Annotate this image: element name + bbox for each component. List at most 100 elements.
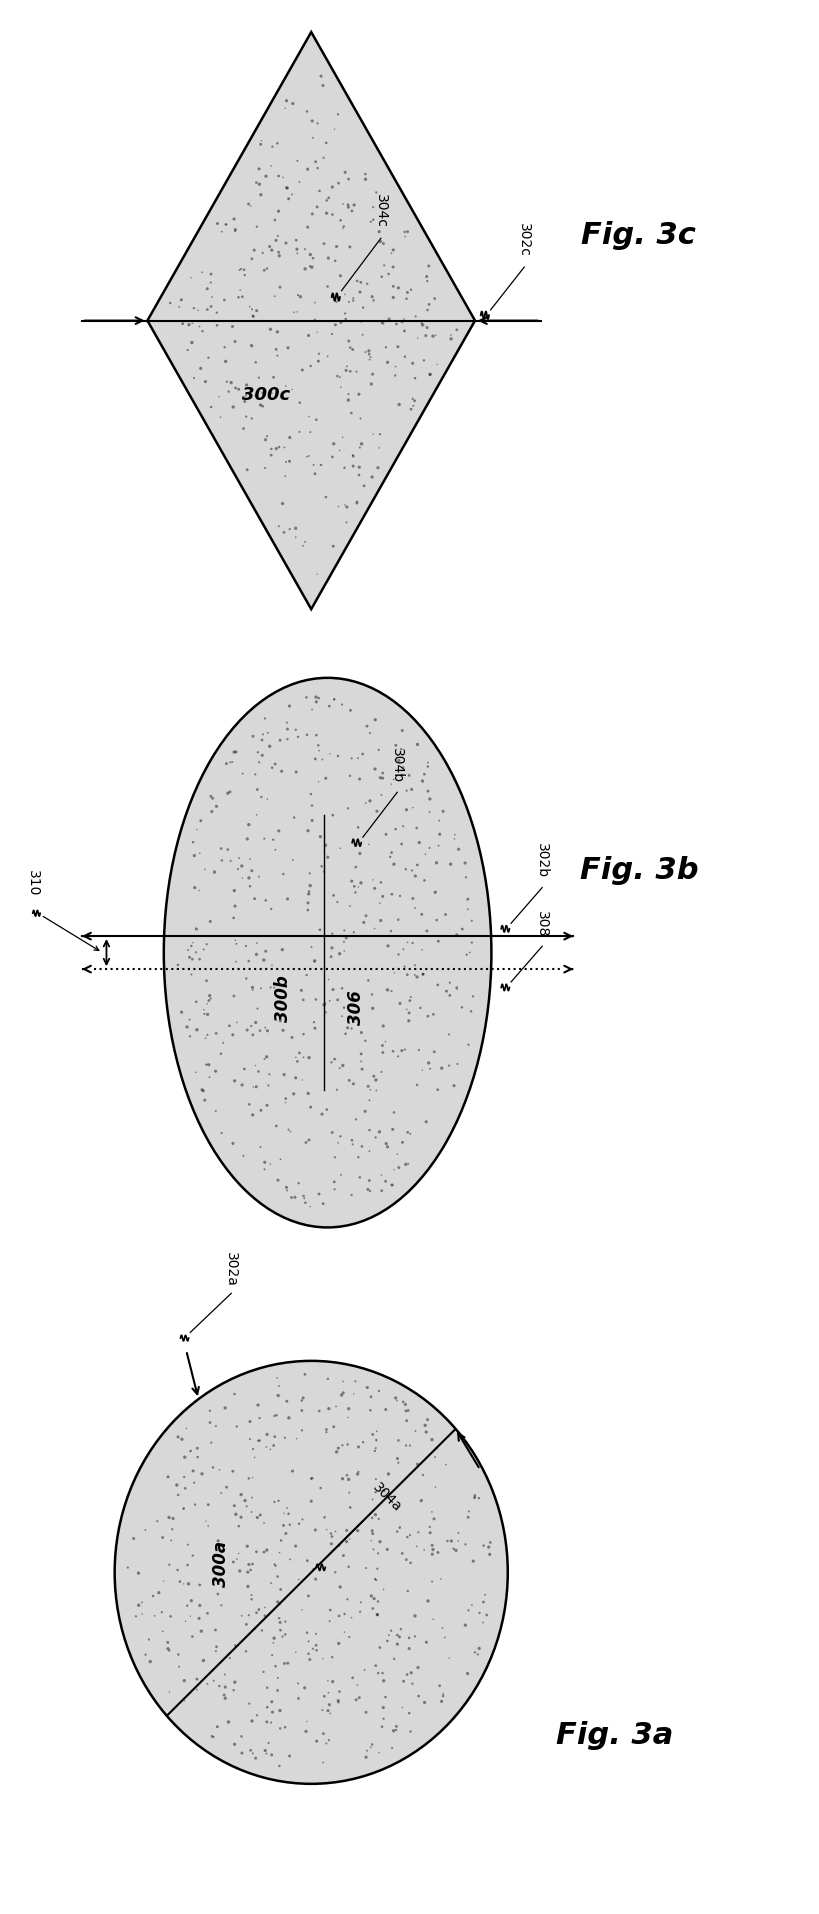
Point (161, 1633, 174, 1663)
Point (196, 256, 209, 287)
Point (274, 1608, 287, 1638)
Point (306, 243, 319, 274)
Point (468, 1481, 482, 1512)
Point (437, 796, 450, 827)
Point (304, 1191, 317, 1221)
Point (192, 306, 206, 337)
Point (399, 222, 412, 253)
Point (432, 831, 445, 861)
Point (319, 482, 333, 513)
Point (273, 1751, 286, 1782)
Point (226, 1127, 239, 1158)
Point (152, 1577, 165, 1608)
Point (183, 1020, 197, 1051)
Point (291, 234, 304, 264)
Point (331, 984, 344, 1014)
Point (201, 1598, 214, 1629)
Point (418, 1535, 431, 1566)
Point (319, 128, 333, 159)
Point (327, 429, 340, 459)
Point (344, 1493, 357, 1524)
Point (212, 381, 225, 412)
Point (314, 915, 327, 946)
Point (161, 1462, 174, 1493)
Point (282, 1499, 295, 1529)
Point (292, 1168, 305, 1198)
Point (301, 815, 314, 846)
Point (398, 1034, 411, 1064)
Point (445, 320, 458, 350)
Point (290, 224, 303, 255)
Point (336, 1464, 349, 1495)
Point (247, 1738, 260, 1769)
Point (193, 312, 206, 343)
Point (392, 940, 405, 970)
Point (289, 1531, 302, 1562)
Point (193, 838, 206, 869)
Point (296, 1382, 310, 1413)
Point (239, 1636, 252, 1667)
Point (238, 1055, 251, 1085)
Point (174, 1566, 187, 1596)
Point (333, 362, 346, 392)
Point (346, 440, 360, 471)
Point (135, 1587, 148, 1617)
Point (301, 894, 314, 924)
Point (382, 930, 395, 961)
Point (387, 1644, 400, 1675)
Point (260, 1041, 274, 1072)
Point (205, 258, 218, 289)
Point (251, 1700, 264, 1730)
Point (305, 1485, 318, 1516)
Point (409, 949, 422, 980)
Point (333, 1629, 346, 1659)
Point (199, 1506, 212, 1537)
Point (340, 923, 353, 953)
Point (238, 260, 251, 291)
Point (292, 1508, 305, 1539)
Point (244, 1554, 257, 1585)
Point (255, 781, 268, 812)
Point (302, 1638, 315, 1669)
Point (304, 871, 317, 901)
Point (301, 720, 314, 750)
Point (325, 1522, 338, 1552)
Point (332, 100, 345, 130)
Point (205, 1428, 218, 1458)
Point (176, 308, 189, 339)
Point (341, 350, 354, 381)
Point (347, 1378, 360, 1409)
Point (273, 433, 286, 463)
Point (342, 1403, 355, 1434)
Point (245, 331, 258, 362)
Point (218, 1680, 231, 1711)
Point (412, 1518, 425, 1548)
Point (375, 1160, 388, 1191)
Point (272, 1380, 285, 1411)
Point (260, 1089, 274, 1120)
Point (332, 492, 345, 523)
Point (260, 421, 274, 452)
Point (246, 1481, 259, 1512)
Point (254, 390, 267, 421)
Point (156, 1522, 170, 1552)
Point (396, 812, 410, 842)
Point (378, 1476, 391, 1506)
Point (435, 1686, 448, 1717)
Point (287, 844, 300, 875)
Point (215, 846, 229, 877)
Point (301, 1705, 314, 1736)
Point (267, 825, 280, 856)
Point (325, 320, 338, 350)
Point (205, 291, 218, 322)
Point (329, 1516, 342, 1547)
Point (374, 905, 387, 936)
Point (235, 1721, 248, 1751)
Point (256, 390, 269, 421)
Point (304, 350, 317, 381)
Point (285, 1022, 298, 1053)
Point (355, 1131, 369, 1162)
Point (316, 1644, 329, 1675)
Point (187, 1457, 200, 1487)
Point (414, 993, 427, 1024)
